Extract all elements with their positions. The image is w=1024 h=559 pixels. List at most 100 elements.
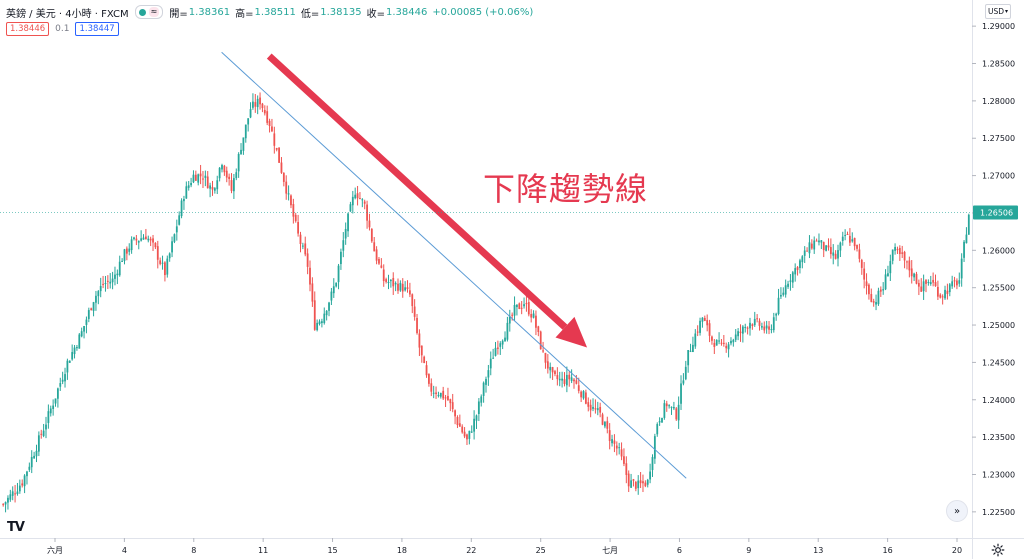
candle xyxy=(575,375,578,385)
candle-body xyxy=(183,198,185,202)
candle-body xyxy=(351,196,354,206)
candle xyxy=(458,414,461,427)
candle-body xyxy=(646,479,649,485)
candle xyxy=(810,239,813,250)
scroll-to-realtime-button[interactable]: » xyxy=(946,500,968,522)
candle-body xyxy=(936,286,939,297)
candle-body xyxy=(385,279,388,282)
candle-body xyxy=(392,277,395,287)
candle-body xyxy=(642,481,644,484)
candle xyxy=(175,219,178,241)
candle-body xyxy=(342,240,345,251)
candle xyxy=(380,258,383,269)
candle xyxy=(473,410,476,440)
candle xyxy=(318,319,321,326)
candle xyxy=(518,302,521,310)
candle xyxy=(430,378,433,397)
candle-body xyxy=(680,383,682,404)
candle-body xyxy=(418,333,421,348)
candle xyxy=(791,270,794,288)
candle xyxy=(375,246,378,265)
candle-body xyxy=(487,370,490,378)
candle-body xyxy=(718,340,720,342)
symbol-title[interactable]: 英鎊 / 美元 · 4小時 · FXCM xyxy=(6,8,129,20)
candle xyxy=(775,312,778,321)
candle-body xyxy=(613,440,616,444)
candle-body xyxy=(28,466,31,470)
buy-button[interactable]: 1.38447 xyxy=(75,22,119,36)
candle-body xyxy=(565,374,568,386)
candle-body xyxy=(668,405,671,407)
candle-body xyxy=(746,327,749,329)
currency-select[interactable]: USD ▾ xyxy=(985,4,1011,19)
candle xyxy=(599,402,602,418)
candle-body xyxy=(430,383,433,392)
candle xyxy=(247,118,250,132)
candle xyxy=(558,371,561,387)
candle-body xyxy=(33,455,36,459)
candle-body xyxy=(140,238,143,241)
candle-body xyxy=(363,201,366,204)
candle-body xyxy=(577,385,580,391)
candle xyxy=(194,170,197,181)
candle-body xyxy=(404,287,407,291)
candle-body xyxy=(882,289,885,291)
candle-body xyxy=(727,344,730,350)
candle-body xyxy=(259,97,261,105)
candle-body xyxy=(551,367,554,373)
candle xyxy=(199,164,202,185)
candle xyxy=(382,264,385,287)
candle-body xyxy=(285,181,288,194)
gear-icon[interactable] xyxy=(991,543,1005,557)
candle-body xyxy=(594,408,597,410)
candle-body xyxy=(318,321,321,324)
candle xyxy=(466,433,468,445)
candle xyxy=(865,273,868,295)
spread-value: 0.1 xyxy=(55,24,70,34)
candle xyxy=(351,190,354,214)
candle xyxy=(634,480,637,492)
candle xyxy=(340,248,342,270)
candle-body xyxy=(18,485,21,492)
candle-body xyxy=(456,417,459,426)
candle-body xyxy=(78,334,81,349)
candle-body xyxy=(378,258,380,264)
candle-body xyxy=(711,336,713,341)
candle xyxy=(941,294,944,305)
candle-body xyxy=(908,260,911,271)
candle-body xyxy=(644,482,647,487)
candle-body xyxy=(751,324,754,327)
candle xyxy=(21,479,24,488)
time-tick-label: 16 xyxy=(883,546,893,555)
candle xyxy=(882,282,885,295)
candle-body xyxy=(813,240,816,250)
candle xyxy=(49,405,52,417)
candle xyxy=(76,344,78,351)
low-label: 低= xyxy=(300,8,320,20)
candle-body xyxy=(166,258,169,275)
candle-body xyxy=(561,378,564,381)
candle xyxy=(59,377,62,391)
candle-body xyxy=(784,285,787,295)
candle-body xyxy=(76,347,78,349)
candle xyxy=(125,246,128,261)
candle xyxy=(884,269,887,291)
candle-body xyxy=(21,483,24,486)
candle xyxy=(399,280,402,292)
candle-body xyxy=(52,405,55,410)
candle xyxy=(563,372,566,387)
candle xyxy=(829,238,832,259)
candle xyxy=(242,137,245,155)
candle xyxy=(292,198,295,224)
time-tick-label: 25 xyxy=(536,546,546,555)
candle-body xyxy=(530,314,533,318)
candle xyxy=(546,354,549,374)
candle xyxy=(501,339,504,350)
candle xyxy=(627,470,630,493)
trendline-annotation: 下降趨勢線 xyxy=(483,170,649,208)
candle-body xyxy=(508,316,511,324)
market-status-toggle[interactable]: ≈ xyxy=(134,5,164,19)
sell-button[interactable]: 1.38446 xyxy=(6,22,50,36)
candle xyxy=(520,301,523,315)
